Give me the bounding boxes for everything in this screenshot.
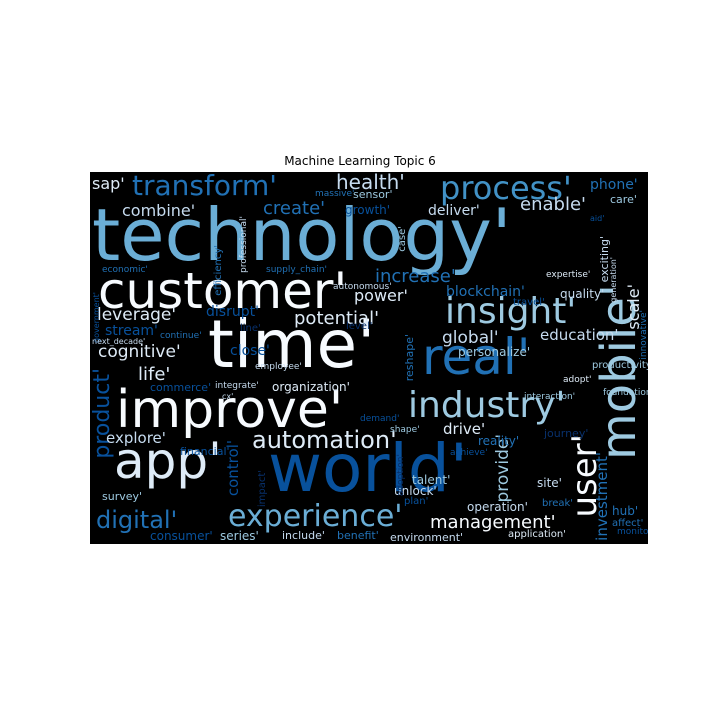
word-site: site' [537,476,562,490]
word-affect: affect' [612,518,644,529]
word-unlock: unlock' [394,484,437,498]
word-professional: professional' [239,216,249,274]
word-plan: plan' [404,496,429,507]
word-impact: impact' [257,470,268,508]
word-time: time' [208,306,376,383]
word-automation: automation' [252,426,397,454]
word-expertise: expertise' [546,270,591,280]
word-innovative: innovative' [639,310,648,360]
word-autonomous: autonomous' [333,282,392,292]
word-real: real' [422,328,531,386]
word-cognitive: cognitive' [98,342,181,362]
word-industry: industry' [408,385,566,426]
word-disrupt: disrupt' [206,304,259,320]
word-phone: phone' [590,177,638,193]
word-integrate: integrate' [215,381,259,391]
word-app: app' [114,432,222,490]
word-supply-chain: supply_chain' [266,265,327,275]
word-adopt: adopt' [563,375,592,385]
word-demand: demand' [360,414,400,424]
word-education: education' [540,326,619,344]
word-include: include' [282,529,325,542]
word-cx: cx' [222,392,234,401]
word-hub: hub' [612,504,639,518]
word-digital: digital' [96,506,178,534]
word-achieve: achieve' [450,448,488,458]
word-financial: financial' [180,445,230,458]
word-next-decade: next_decade' [92,337,146,346]
word-foundation: foundation' [603,388,648,398]
word-growth: growth' [345,203,391,217]
word-interaction: interaction' [524,392,576,402]
word-create: create' [263,198,326,219]
word-break: break' [542,498,574,509]
word-monitor: monitor' [617,527,648,537]
word-care: care' [610,193,637,206]
word-drive: drive' [443,420,486,438]
word-close: close' [230,343,270,359]
word-sensor: sensor' [353,188,393,201]
word-generation: generation' [609,257,618,303]
word-technology: technology' [92,193,512,277]
word-global: global' [442,328,499,348]
word-increase: increase' [375,266,456,287]
word-personalize: personalize' [458,345,531,359]
word-government: government' [92,292,101,343]
word-shape: shape' [390,425,420,435]
word-stream: stream' [105,323,158,339]
word-investment: investment' [593,452,611,541]
word-customer: customer' [98,262,348,320]
figure-title: Machine Learning Topic 6 [284,154,436,168]
word-combine: combine' [122,201,196,220]
word-aid: aid' [590,214,605,223]
word-potential: potential' [294,308,380,329]
word-journey: journey' [544,427,589,440]
word-organization: organization' [272,380,350,394]
word-commerce: commerce' [150,381,212,394]
word-health: health' [336,172,405,194]
word-quality: quality' [560,287,605,301]
word-survey: survey' [102,490,143,503]
word-application: application' [508,529,566,540]
word-sap: sap' [92,174,125,193]
word-improve: improve' [116,380,344,440]
word-process: process' [440,172,572,207]
word-adoption: adoption' [396,454,406,497]
word-benefit: benefit' [337,529,379,542]
word-continue: continue' [160,331,202,341]
word-control: control' [224,440,242,497]
word-line: line' [240,323,261,334]
word-insight: insight' [445,291,577,332]
word-experience: experience' [228,499,403,534]
word-reality: reality' [478,434,520,448]
word-massive: massive' [315,189,355,199]
word-productivity: productivity' [592,360,648,371]
word-consumer: consumer' [150,529,213,543]
word-level: level' [346,321,373,332]
word-case: case' [397,226,408,252]
word-efficiency: efficiency' [213,245,224,296]
word-enable: enable' [520,194,586,215]
word-cloud: technology' customer' time' improve' world' a… [90,172,648,544]
word-world: world' [268,430,468,507]
word-deliver: deliver' [428,203,480,219]
word-environment: environment' [390,531,464,544]
word-power: power' [354,286,408,305]
word-reshape: reshape' [403,334,416,382]
word-series: series' [220,529,259,543]
word-explore: explore' [106,429,166,447]
word-operation: operation' [467,500,528,514]
word-transform: transform' [132,172,277,202]
word-blockchain: blockchain' [446,284,525,300]
word-leverage: leverage' [97,305,177,325]
word-economic: economic' [102,265,148,275]
word-talent: talent' [412,473,451,487]
word-management: management' [430,512,556,533]
word-travel: travel' [513,297,545,308]
word-life: life' [138,364,171,385]
word-employee: employee' [255,362,302,372]
